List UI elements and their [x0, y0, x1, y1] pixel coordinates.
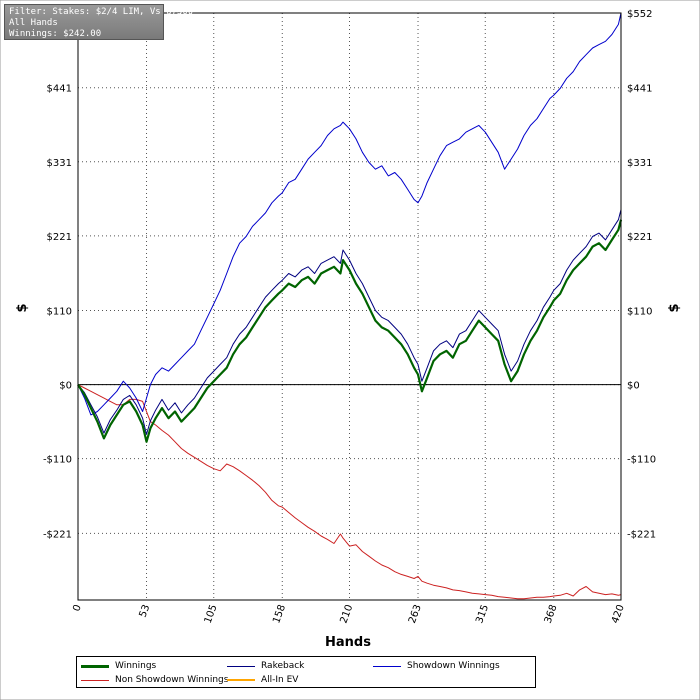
- y-axis-title-right: $: [667, 303, 682, 312]
- y-tick-label-left: $110: [47, 307, 72, 318]
- y-tick-label-right: $0: [627, 381, 640, 392]
- y-tick-label-right: $552: [627, 9, 652, 20]
- y-tick-label-right: $221: [627, 232, 652, 243]
- filter-line: Filter: Stakes: $2/4 LIM, Vs 67500: [9, 7, 194, 17]
- y-tick-label-right: -$221: [627, 529, 656, 540]
- y-tick-label-left: $441: [47, 84, 72, 95]
- y-tick-label-right: -$110: [627, 455, 656, 466]
- legend-item-all-in-ev: All-In EV: [227, 675, 298, 685]
- legend: Winnings Rakeback Showdown Winnings Non …: [76, 656, 536, 688]
- legend-swatch-winnings: [81, 664, 109, 668]
- legend-label-all-in-ev: All-In EV: [261, 675, 299, 685]
- legend-swatch-showdown-winnings: [373, 665, 401, 667]
- legend-label-rakeback: Rakeback: [261, 661, 305, 671]
- legend-swatch-all-in-ev: [227, 679, 255, 681]
- legend-item-showdown-winnings: Showdown Winnings: [373, 661, 500, 671]
- legend-item-non-showdown-winnings: Non Showdown Winnings: [81, 675, 228, 685]
- x-tick-label: 53: [138, 603, 153, 619]
- x-tick-label: 0: [71, 603, 84, 613]
- legend-swatch-rakeback: [227, 665, 255, 667]
- legend-swatch-non-showdown-winnings: [81, 679, 109, 681]
- legend-label-non-showdown-winnings: Non Showdown Winnings: [115, 675, 229, 685]
- legend-item-rakeback: Rakeback: [227, 661, 304, 671]
- y-tick-label-right: $331: [627, 158, 652, 169]
- y-tick-label-left: -$110: [43, 455, 72, 466]
- y-tick-label-left: $0: [59, 381, 72, 392]
- plot-area-border: [77, 12, 622, 601]
- legend-label-winnings: Winnings: [115, 661, 157, 671]
- series-line-winnings: [77, 219, 623, 443]
- winnings-line: Winnings: $242.00: [9, 29, 102, 39]
- y-axis-title-left: $: [15, 303, 30, 312]
- filter-info-box: Filter: Stakes: $2/4 LIM, Vs 67500 All H…: [4, 4, 194, 40]
- y-tick-label-right: $110: [627, 307, 652, 318]
- y-tick-label-left: $221: [47, 232, 72, 243]
- axes: $552$552$441$441$331$331$221$221$110$110…: [43, 9, 656, 625]
- series-line-rakeback: [77, 209, 622, 435]
- legend-label-showdown-winnings: Showdown Winnings: [407, 661, 500, 671]
- x-axis-title: Hands: [325, 635, 371, 650]
- series-line-non-showdown-winnings: [77, 384, 622, 600]
- y-tick-label-left: $331: [47, 158, 72, 169]
- series-line-showdown-winnings: [77, 12, 622, 416]
- y-tick-label-left: -$221: [43, 529, 72, 540]
- y-tick-label-right: $441: [627, 84, 652, 95]
- legend-item-winnings: Winnings: [81, 661, 156, 671]
- hands-filter-line: All Hands: [9, 18, 58, 28]
- series-lines: [77, 12, 623, 600]
